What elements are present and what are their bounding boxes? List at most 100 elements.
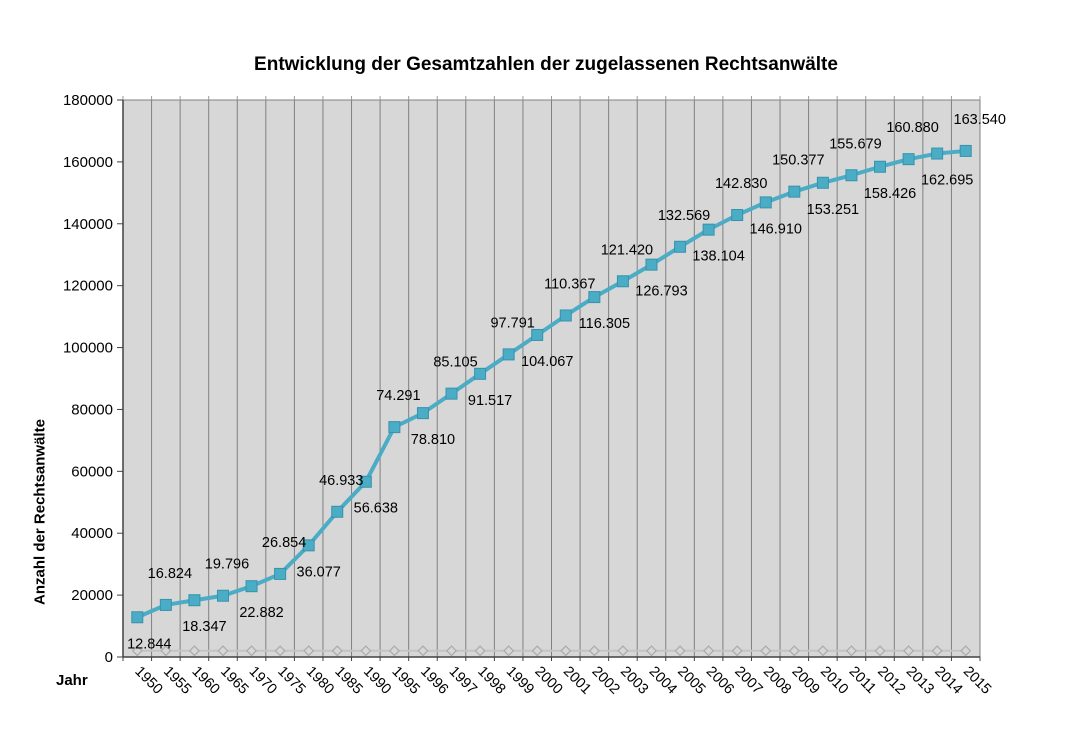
y-tick-label: 40000 <box>71 525 113 542</box>
data-point-marker <box>731 209 744 222</box>
secondary-series-marker <box>388 645 400 657</box>
data-point-marker <box>245 580 258 593</box>
secondary-series-marker <box>474 645 486 657</box>
data-label: 74.291 <box>376 388 420 404</box>
data-label: 19.796 <box>205 557 249 573</box>
secondary-series-marker <box>417 645 429 657</box>
data-point-marker <box>759 196 772 209</box>
data-label: 36.077 <box>297 564 341 580</box>
secondary-series-marker <box>731 645 743 657</box>
x-axis-title: Jahr <box>56 672 88 689</box>
data-point-marker <box>559 309 572 322</box>
secondary-series-marker <box>588 645 600 657</box>
secondary-series-marker <box>188 645 200 657</box>
data-point-marker <box>188 594 201 607</box>
data-label: 110.367 <box>544 276 595 292</box>
data-point-marker <box>902 153 915 166</box>
data-label: 16.824 <box>148 566 192 582</box>
data-point-marker <box>474 367 487 380</box>
x-tick-label: 1975 <box>274 664 308 698</box>
data-label: 121.420 <box>601 242 653 258</box>
x-tick-label: 2007 <box>731 664 765 698</box>
data-point-marker <box>874 160 887 173</box>
x-tick-label: 2003 <box>617 664 651 698</box>
data-point-marker <box>131 611 144 624</box>
secondary-series-marker <box>645 645 657 657</box>
x-tick-label: 2005 <box>674 664 708 698</box>
data-label: 85.105 <box>433 355 477 371</box>
data-point-marker <box>674 240 687 253</box>
x-tick-label: 2000 <box>531 664 565 698</box>
secondary-series-marker <box>874 645 886 657</box>
x-tick-label: 1980 <box>303 664 337 698</box>
data-label: 18.347 <box>182 619 226 635</box>
x-tick-label: 2002 <box>589 664 623 698</box>
data-point-marker <box>416 407 429 420</box>
data-point-marker <box>274 567 287 580</box>
data-point-marker <box>788 185 801 198</box>
data-label: 46.933 <box>319 473 363 489</box>
x-tick-label: 1990 <box>360 664 394 698</box>
data-label: 104.067 <box>521 354 573 370</box>
y-tick-label: 180000 <box>63 92 113 109</box>
secondary-series-marker <box>817 645 829 657</box>
secondary-series-marker <box>531 645 543 657</box>
secondary-series-marker <box>503 645 515 657</box>
x-tick-label: 1998 <box>474 664 508 698</box>
data-label: 153.251 <box>807 202 859 218</box>
x-tick-label: 1996 <box>417 664 451 698</box>
x-tick-label: 1997 <box>446 664 480 698</box>
data-label: 12.844 <box>127 636 171 652</box>
y-tick-label: 120000 <box>63 278 113 295</box>
data-point-marker <box>216 589 229 602</box>
data-point-marker <box>845 169 858 182</box>
secondary-series-marker <box>217 645 229 657</box>
data-label: 160.880 <box>886 120 938 136</box>
data-label: 26.854 <box>262 535 306 551</box>
x-tick-label: 2014 <box>931 664 965 698</box>
data-label: 146.910 <box>750 221 802 237</box>
x-tick-label: 2012 <box>874 664 908 698</box>
secondary-series-marker <box>703 645 715 657</box>
data-label: 56.638 <box>354 501 398 517</box>
secondary-series-marker <box>274 645 286 657</box>
secondary-series-marker <box>903 645 915 657</box>
secondary-series-marker <box>160 645 172 657</box>
x-tick-label: 1965 <box>217 664 251 698</box>
y-tick-label: 60000 <box>71 463 113 480</box>
secondary-series-marker <box>360 645 372 657</box>
data-point-marker <box>588 291 601 304</box>
data-point-marker <box>302 539 315 552</box>
secondary-series-marker <box>931 645 943 657</box>
x-tick-label: 2013 <box>903 664 937 698</box>
x-tick-label: 2004 <box>646 664 680 698</box>
data-label: 22.882 <box>239 605 283 621</box>
y-tick-label: 20000 <box>71 587 113 604</box>
x-tick-label: 1960 <box>189 664 223 698</box>
chart-title: Entwicklung der Gesamtzahlen der zugelas… <box>254 54 838 75</box>
data-point-marker <box>816 176 829 189</box>
data-label: 126.793 <box>635 284 687 300</box>
data-point-marker <box>959 144 972 157</box>
secondary-series-marker <box>131 645 143 657</box>
secondary-series-marker <box>674 645 686 657</box>
data-label: 158.426 <box>864 186 916 202</box>
data-point-marker <box>331 505 344 518</box>
secondary-series-marker <box>246 645 258 657</box>
x-tick-label: 1950 <box>131 664 165 698</box>
data-point-marker <box>531 328 544 341</box>
secondary-series-marker <box>560 645 572 657</box>
x-tick-label: 2010 <box>817 664 851 698</box>
x-tick-label: 2006 <box>703 664 737 698</box>
y-tick-label: 80000 <box>71 401 113 418</box>
data-label: 142.830 <box>715 176 767 192</box>
y-tick-label: 0 <box>105 649 113 666</box>
x-tick-label: 2001 <box>560 664 594 698</box>
secondary-series-marker <box>760 645 772 657</box>
secondary-series-marker <box>617 645 629 657</box>
secondary-series-marker <box>303 645 315 657</box>
data-point-marker <box>159 598 172 611</box>
y-tick-label: 160000 <box>63 154 113 171</box>
